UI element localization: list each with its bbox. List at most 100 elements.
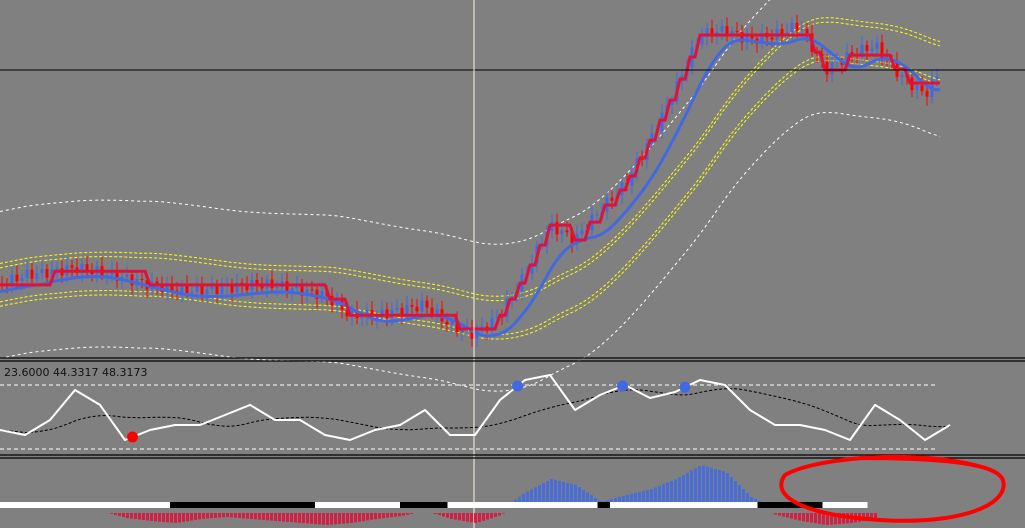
candle-body: [795, 22, 799, 31]
histogram-bar: [562, 481, 565, 507]
candle-body: [835, 61, 839, 63]
candle-body: [805, 29, 809, 34]
candle-body: [595, 214, 599, 216]
histogram-bar: [694, 468, 697, 507]
candle-body: [920, 85, 924, 92]
candle-body: [750, 35, 754, 39]
histogram-bar: [798, 513, 801, 521]
candle-body: [880, 42, 884, 58]
oscillator-values-label: 23.6000 44.3317 48.3173: [4, 366, 148, 379]
histogram-bar: [782, 513, 785, 517]
candle-body: [475, 331, 479, 339]
histogram-bar: [438, 513, 441, 516]
histogram-bar: [170, 513, 173, 523]
candle-body: [760, 32, 764, 44]
histogram-bar: [354, 513, 357, 523]
histogram-bar: [454, 513, 457, 520]
candle-body: [375, 314, 379, 320]
histogram-bar: [666, 482, 669, 507]
band-outer-0: [0, 0, 771, 245]
candle-body: [115, 269, 119, 281]
histogram-bar: [662, 484, 665, 507]
histogram-bar: [670, 481, 673, 507]
candle-body: [40, 268, 44, 274]
candle-body: [490, 317, 494, 331]
state-band-segment-black: [597, 502, 610, 508]
candle-body: [740, 31, 744, 43]
histogram-bar: [146, 513, 149, 521]
histogram-bar: [138, 513, 141, 520]
histogram-bar: [774, 513, 777, 515]
candle-body: [255, 279, 259, 287]
histogram-bar: [130, 513, 133, 519]
histogram-bar: [462, 513, 465, 521]
candle-body: [195, 284, 199, 292]
candle-body: [15, 274, 19, 282]
histogram-bar: [302, 513, 305, 524]
histogram-bar: [818, 513, 821, 524]
histogram-bar: [290, 513, 293, 523]
candle-body: [410, 304, 414, 307]
candle-body: [305, 289, 309, 296]
histogram-bar: [446, 513, 449, 518]
candle-body: [915, 85, 919, 91]
candle-body: [705, 28, 709, 37]
histogram-bar: [866, 513, 869, 521]
histogram-bar: [122, 513, 125, 518]
histogram-bar: [826, 513, 829, 525]
state-band-segment-white: [610, 502, 758, 508]
histogram-bar: [442, 513, 445, 517]
histogram-bar: [398, 513, 401, 517]
histogram-bar: [526, 491, 529, 507]
histogram-bar: [350, 513, 353, 523]
candle-body: [300, 285, 304, 296]
candle-body: [770, 37, 774, 40]
histogram-bar: [206, 513, 209, 519]
histogram-bar: [490, 513, 493, 519]
candle-body: [350, 309, 354, 317]
candle-body: [555, 221, 559, 235]
histogram-bar: [406, 513, 409, 515]
oscillator-signal-line: [0, 388, 951, 434]
histogram-bar: [702, 465, 705, 507]
histogram-bar: [342, 513, 345, 524]
histogram-bar: [434, 513, 437, 514]
candle-body: [935, 76, 939, 80]
histogram-bar: [230, 513, 233, 518]
candle-body: [900, 75, 904, 77]
histogram-bar: [114, 513, 117, 515]
histogram-bar: [686, 472, 689, 507]
histogram-bar: [534, 487, 537, 507]
histogram-bar: [458, 513, 461, 521]
oscillator-main-line: [0, 374, 951, 441]
candle-body: [830, 62, 834, 75]
candle-body: [295, 285, 299, 289]
histogram-bar: [486, 513, 489, 520]
histogram-bar: [542, 483, 545, 507]
candle-body: [735, 30, 739, 32]
histogram-bar: [710, 467, 713, 507]
band-inner-0: [0, 21, 941, 302]
candle-body: [215, 284, 219, 294]
histogram-bar: [110, 513, 113, 514]
histogram-bar: [210, 513, 213, 519]
histogram-bar: [250, 513, 253, 519]
histogram-bar: [466, 513, 469, 522]
histogram-bar: [738, 485, 741, 507]
candle-body: [170, 283, 174, 291]
state-band-segment-white: [0, 502, 170, 508]
histogram-bar: [690, 470, 693, 507]
candle-body: [205, 289, 209, 295]
histogram-bar: [186, 513, 189, 522]
histogram-bar: [742, 489, 745, 507]
candle-body: [310, 289, 314, 291]
histogram-bar: [322, 513, 325, 525]
candle-body: [725, 26, 729, 36]
histogram-bar: [746, 493, 749, 507]
candle-body: [445, 321, 449, 325]
histogram-bar: [126, 513, 129, 519]
histogram-bar: [166, 513, 169, 523]
candle-body: [455, 320, 459, 333]
histogram-bar: [870, 513, 873, 520]
